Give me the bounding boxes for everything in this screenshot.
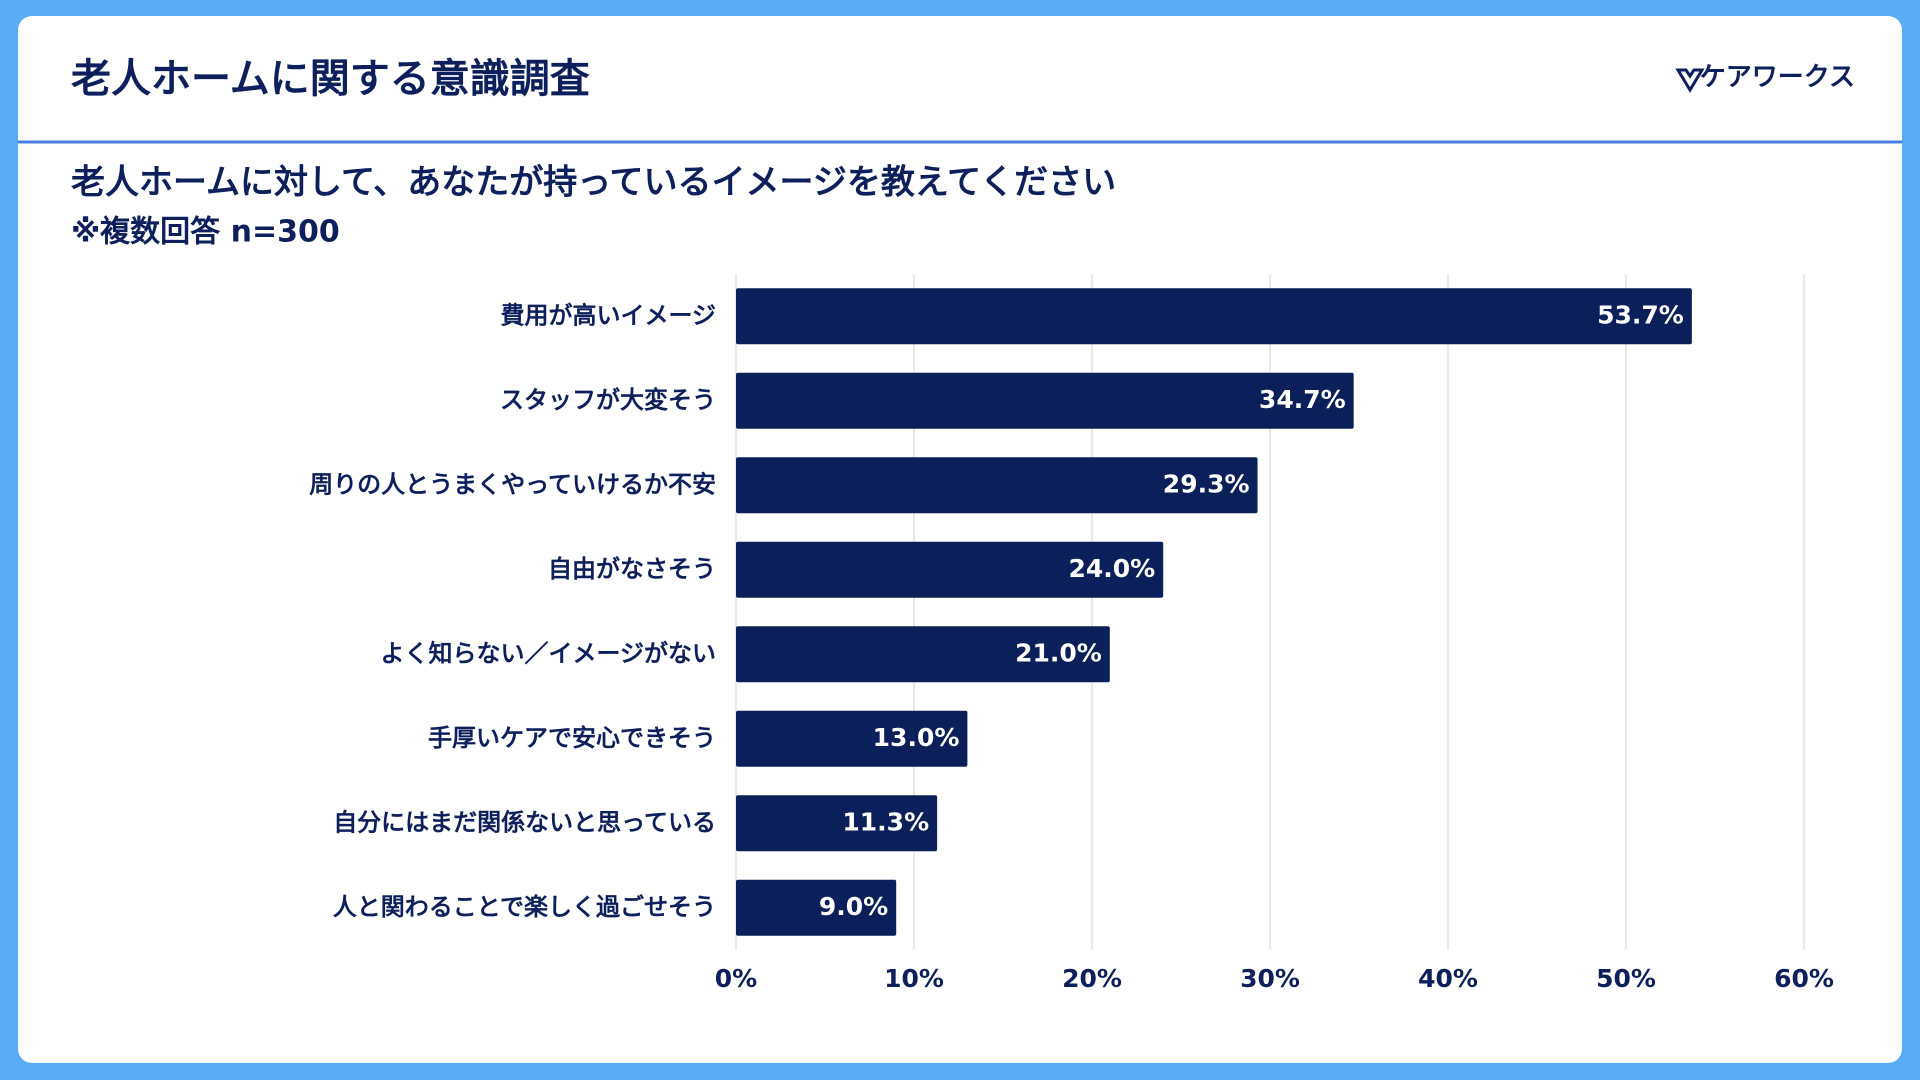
x-tick-label: 0%: [715, 964, 757, 993]
bar: [736, 288, 1692, 345]
y-tick-label: 費用が高いイメージ: [500, 301, 716, 329]
data-label: 29.3%: [1163, 469, 1250, 498]
y-tick-label: 人と関わることで楽しく過ごせそう: [333, 893, 716, 921]
x-tick-label: 40%: [1418, 964, 1478, 993]
data-label: 11.3%: [842, 807, 929, 836]
data-label: 9.0%: [819, 892, 888, 921]
page-title: 老人ホームに関する意識調査: [71, 56, 590, 102]
bar: [736, 457, 1258, 514]
bar: [736, 372, 1354, 429]
x-tick-label: 50%: [1596, 964, 1656, 993]
data-label: 13.0%: [873, 723, 960, 752]
brand-icon: [1675, 68, 1705, 93]
y-tick-label: 周りの人とうまくやっていけるか不安: [309, 470, 716, 498]
x-tick-label: 60%: [1774, 964, 1834, 993]
bar: [736, 879, 897, 936]
bar: [736, 795, 938, 852]
x-tick-label: 20%: [1062, 964, 1122, 993]
y-tick-label: 自分にはまだ関係ないと思っている: [333, 808, 716, 836]
data-label: 24.0%: [1068, 554, 1155, 583]
card: [18, 16, 1902, 1063]
x-tick-label: 10%: [884, 964, 944, 993]
data-label: 21.0%: [1015, 638, 1102, 667]
y-tick-label: 自由がなさそう: [548, 555, 716, 583]
bar: [736, 710, 968, 767]
bar: [736, 626, 1110, 683]
y-tick-label: 手厚いケアで安心できそう: [428, 724, 716, 752]
y-tick-label: スタッフが大変そう: [500, 386, 716, 414]
chart-subtitle: ※複数回答 n=300: [71, 215, 340, 250]
y-tick-label: よく知らない／イメージがない: [380, 639, 716, 667]
chart-title: 老人ホームに対して、あなたが持っているイメージを教えてください: [71, 163, 1116, 203]
brand: ケアワークス: [1700, 63, 1855, 93]
x-tick-label: 30%: [1240, 964, 1300, 993]
data-label: 34.7%: [1259, 385, 1346, 414]
bar: [736, 541, 1164, 598]
data-label: 53.7%: [1597, 300, 1684, 329]
